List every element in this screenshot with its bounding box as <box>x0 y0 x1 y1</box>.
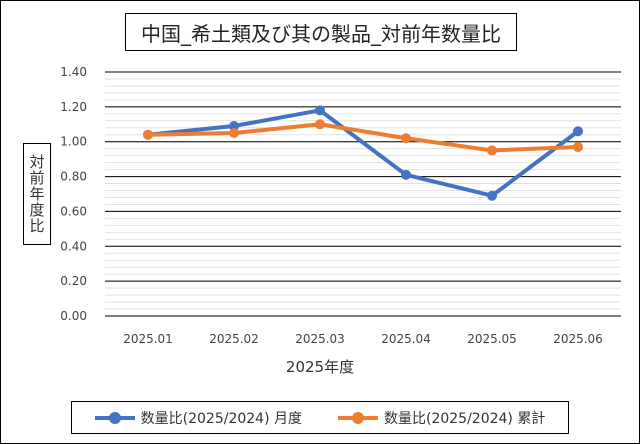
y-tick-label: 0.40 <box>60 239 87 253</box>
data-point-0 <box>229 121 239 132</box>
series-line-1 <box>147 122 579 153</box>
x-tick-label: 2025.05 <box>467 332 517 346</box>
data-point-1 <box>401 133 411 144</box>
legend-item-cumulative: 数量比(2025/2024) 累計 <box>338 408 545 428</box>
legend-swatch-monthly <box>94 411 135 424</box>
y-tick-label: 0.80 <box>60 170 87 184</box>
data-point-1 <box>143 129 153 140</box>
x-tick-label: 2025.01 <box>123 332 173 346</box>
data-point-0 <box>315 105 325 116</box>
x-tick-label: 2025.04 <box>381 332 431 346</box>
legend-swatch-cumulative <box>338 411 378 424</box>
chart-title: 中国_希土類及び其の製品_対前年数量比 <box>125 13 517 51</box>
x-axis-title: 2025年度 <box>285 358 355 376</box>
x-tick-label: 2025.06 <box>553 332 603 346</box>
x-tick-label: 2025.03 <box>295 332 345 346</box>
y-tick-label: 0.00 <box>60 309 87 323</box>
data-point-1 <box>315 119 325 130</box>
chart-title-text: 中国_希土類及び其の製品_対前年数量比 <box>141 21 501 46</box>
y-tick-label: 1.20 <box>60 100 87 114</box>
y-axis-title: 対前年度比 <box>23 143 51 245</box>
legend-item-monthly: 数量比(2025/2024) 月度 <box>94 408 302 428</box>
data-point-0 <box>401 169 411 180</box>
series-line-0 <box>147 108 580 198</box>
data-point-1 <box>573 141 583 152</box>
data-point-0 <box>487 190 497 201</box>
y-tick-label: 0.60 <box>60 204 87 218</box>
y-tick-label: 1.00 <box>60 135 87 149</box>
y-tick-label: 1.40 <box>60 65 87 79</box>
legend: 数量比(2025/2024) 月度 数量比(2025/2024) 累計 <box>71 401 569 434</box>
legend-label-cumulative: 数量比(2025/2024) 累計 <box>384 410 546 427</box>
data-point-1 <box>487 145 497 156</box>
data-point-1 <box>229 128 239 138</box>
data-point-0 <box>573 126 583 137</box>
legend-label-monthly: 数量比(2025/2024) 月度 <box>140 410 302 427</box>
x-tick-label: 2025.02 <box>209 332 259 346</box>
y-axis-title-text: 対前年度比 <box>27 154 46 234</box>
y-tick-label: 0.20 <box>60 274 87 288</box>
